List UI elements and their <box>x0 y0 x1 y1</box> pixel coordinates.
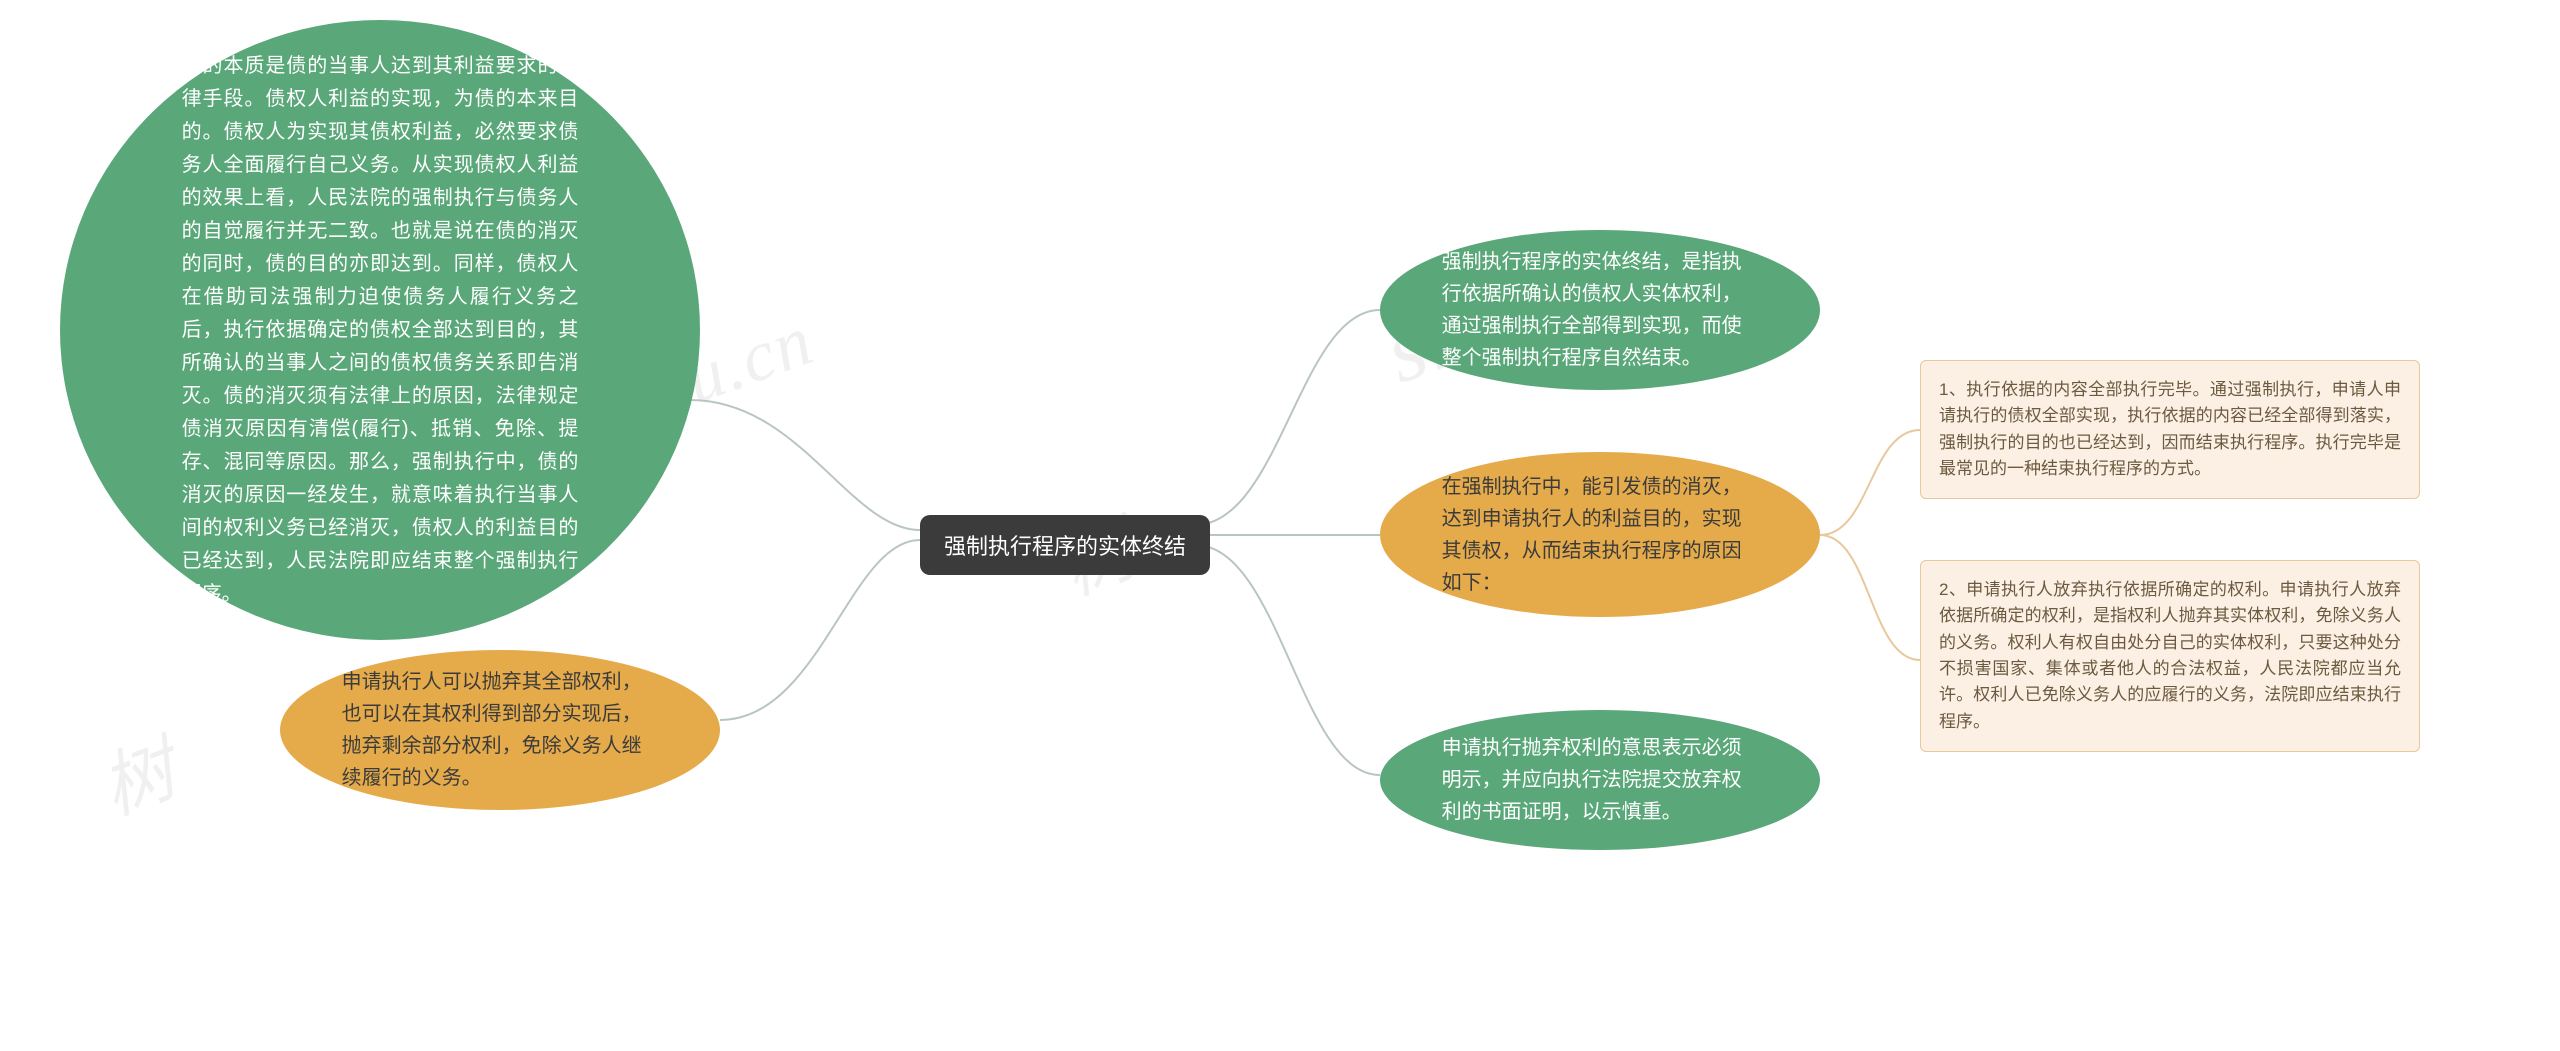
right-node-definition-text: 强制执行程序的实体终结，是指执行依据所确认的债权人实体权利，通过强制执行全部得到… <box>1442 246 1759 374</box>
left-node-big-text: 债的本质是债的当事人达到其利益要求的法律手段。债权人利益的实现，为债的本来目的。… <box>182 50 579 611</box>
right-node-express-waiver-text: 申请执行抛弃权利的意思表示必须明示，并应向执行法院提交放弃权利的书面证明，以示慎… <box>1442 732 1759 828</box>
center-root-label: 强制执行程序的实体终结 <box>944 534 1186 559</box>
right-node-causes: 在强制执行中，能引发债的消灭，达到申请执行人的利益目的，实现其债权，从而结束执行… <box>1380 452 1820 617</box>
right-node-causes-text: 在强制执行中，能引发债的消灭，达到申请执行人的利益目的，实现其债权，从而结束执行… <box>1442 471 1759 599</box>
left-node-small-text: 申请执行人可以抛弃其全部权利，也可以在其权利得到部分实现后，抛弃剩余部分权利，免… <box>342 666 659 794</box>
center-root-node: 强制执行程序的实体终结 <box>920 515 1210 575</box>
leaf-node-abandon-rights: 2、申请执行人放弃执行依据所确定的权利。申请执行人放弃依据所确定的权利，是指权利… <box>1920 560 2420 752</box>
leaf-node-2-text: 2、申请执行人放弃执行依据所确定的权利。申请执行人放弃依据所确定的权利，是指权利… <box>1939 580 2401 731</box>
leaf-node-execution-complete: 1、执行依据的内容全部执行完毕。通过强制执行，申请人申请执行的债权全部实现，执行… <box>1920 360 2420 499</box>
watermark: 树 <box>84 711 189 835</box>
leaf-node-1-text: 1、执行依据的内容全部执行完毕。通过强制执行，申请人申请执行的债权全部实现，执行… <box>1939 380 2401 478</box>
left-node-big-essence: 债的本质是债的当事人达到其利益要求的法律手段。债权人利益的实现，为债的本来目的。… <box>60 20 700 640</box>
right-node-definition: 强制执行程序的实体终结，是指执行依据所确认的债权人实体权利，通过强制执行全部得到… <box>1380 230 1820 390</box>
left-node-small-waiver: 申请执行人可以抛弃其全部权利，也可以在其权利得到部分实现后，抛弃剩余部分权利，免… <box>280 650 720 810</box>
right-node-express-waiver: 申请执行抛弃权利的意思表示必须明示，并应向执行法院提交放弃权利的书面证明，以示慎… <box>1380 710 1820 850</box>
